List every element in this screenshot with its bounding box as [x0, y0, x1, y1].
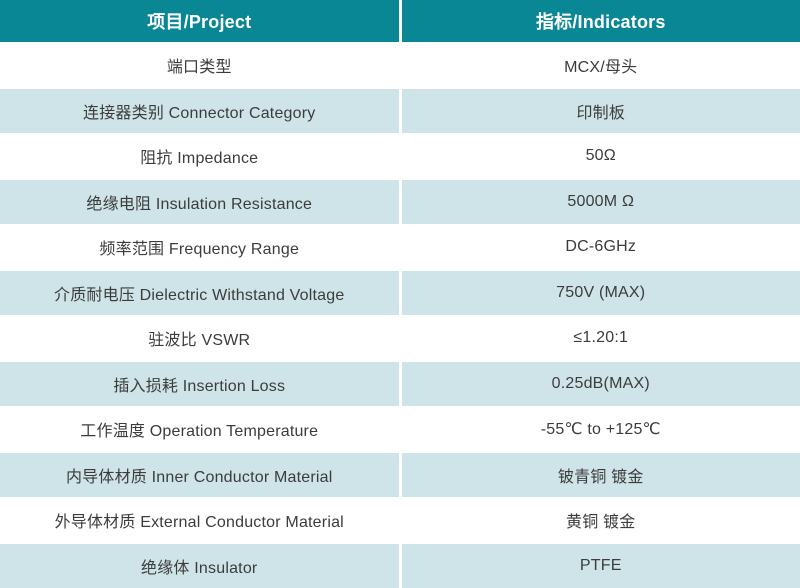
project-cell: 驻波比 VSWR	[0, 316, 399, 361]
indicator-cell: 50Ω	[401, 134, 800, 179]
indicator-cell: 750V (MAX)	[401, 270, 800, 315]
table-row: 内导体材质 Inner Conductor Material 铍青铜 镀金	[0, 452, 800, 498]
table-row: 插入损耗 Insertion Loss 0.25dB(MAX)	[0, 361, 800, 407]
indicator-cell: 5000M Ω	[401, 179, 800, 224]
indicator-cell: 印制板	[401, 88, 800, 133]
project-cell: 介质耐电压 Dielectric Withstand Voltage	[0, 270, 399, 315]
indicator-cell: 铍青铜 镀金	[401, 452, 800, 497]
project-cell: 绝缘电阻 Insulation Resistance	[0, 179, 399, 224]
indicator-cell: -55℃ to +125℃	[401, 407, 800, 452]
table-header-row: 项目/Project 指标/Indicators	[0, 0, 800, 43]
indicator-cell: MCX/母头	[401, 43, 800, 88]
indicators-column-header: 指标/Indicators	[401, 0, 800, 42]
table-row: 介质耐电压 Dielectric Withstand Voltage 750V …	[0, 270, 800, 316]
project-cell: 阻抗 Impedance	[0, 134, 399, 179]
table-row: 阻抗 Impedance 50Ω	[0, 134, 800, 180]
table-row: 连接器类别 Connector Category 印制板	[0, 88, 800, 134]
table-row: 绝缘电阻 Insulation Resistance 5000M Ω	[0, 179, 800, 225]
indicator-cell: ≤1.20:1	[401, 316, 800, 361]
project-cell: 工作温度 Operation Temperature	[0, 407, 399, 452]
table-row: 外导体材质 External Conductor Material 黄铜 镀金	[0, 498, 800, 544]
project-cell: 插入损耗 Insertion Loss	[0, 361, 399, 406]
table-row: 绝缘体 Insulator PTFE	[0, 543, 800, 588]
table-row: 端口类型 MCX/母头	[0, 43, 800, 89]
project-cell: 频率范围 Frequency Range	[0, 225, 399, 270]
project-cell: 外导体材质 External Conductor Material	[0, 498, 399, 543]
table-row: 工作温度 Operation Temperature -55℃ to +125℃	[0, 407, 800, 453]
indicator-cell: PTFE	[401, 543, 800, 588]
project-column-header: 项目/Project	[0, 0, 399, 42]
project-cell: 内导体材质 Inner Conductor Material	[0, 452, 399, 497]
table-row: 驻波比 VSWR ≤1.20:1	[0, 316, 800, 362]
indicator-cell: DC-6GHz	[401, 225, 800, 270]
project-cell: 绝缘体 Insulator	[0, 543, 399, 588]
project-cell: 连接器类别 Connector Category	[0, 88, 399, 133]
table-row: 频率范围 Frequency Range DC-6GHz	[0, 225, 800, 271]
indicator-cell: 黄铜 镀金	[401, 498, 800, 543]
indicator-cell: 0.25dB(MAX)	[401, 361, 800, 406]
project-cell: 端口类型	[0, 43, 399, 88]
